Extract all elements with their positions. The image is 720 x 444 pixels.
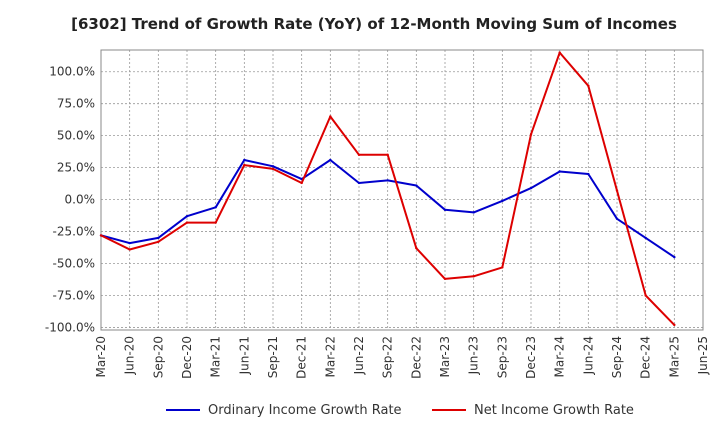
x-tick-label: Dec-21 xyxy=(295,336,309,379)
x-tick-label: Mar-23 xyxy=(438,336,452,377)
data-point xyxy=(615,189,619,192)
data-point xyxy=(329,115,332,118)
data-point xyxy=(529,186,533,190)
data-point xyxy=(644,236,647,240)
data-point xyxy=(501,199,504,203)
data-point xyxy=(587,172,590,176)
x-tick-label: Jun-25 xyxy=(696,336,710,375)
data-point xyxy=(472,275,475,278)
data-point xyxy=(472,211,475,214)
data-point xyxy=(386,179,389,182)
x-tick-label: Sep-21 xyxy=(266,336,280,378)
chart-title: [6302] Trend of Growth Rate (YoY) of 12-… xyxy=(71,15,677,33)
data-point xyxy=(329,158,332,162)
data-point xyxy=(214,206,217,209)
legend: Ordinary Income Growth Rate Net Income Gr… xyxy=(166,403,634,418)
x-tick-label: Mar-21 xyxy=(209,336,223,377)
x-tick-label: Sep-22 xyxy=(381,336,395,378)
data-point xyxy=(357,181,361,185)
data-point xyxy=(185,215,189,218)
data-point xyxy=(415,246,418,250)
data-point xyxy=(443,208,447,212)
data-point xyxy=(157,240,160,243)
data-point xyxy=(243,163,246,167)
x-tick-label: Sep-23 xyxy=(495,336,509,378)
data-point xyxy=(558,170,561,173)
x-tick-label: Mar-22 xyxy=(323,336,337,377)
y-tick-label: 100.0% xyxy=(49,65,95,79)
plot-area: 100.0% 75.0% 50.0% 25.0% 0.0% -25.0% -50.0% -75… xyxy=(45,49,710,379)
x-tick-label: Jun-21 xyxy=(237,336,251,375)
data-point xyxy=(99,234,103,237)
x-tick-label: Mar-25 xyxy=(667,336,681,377)
x-tick-label: Dec-23 xyxy=(524,336,538,379)
data-point xyxy=(501,266,504,269)
data-point xyxy=(529,133,533,136)
y-tick-label: -75.0% xyxy=(53,288,95,302)
data-point xyxy=(415,184,418,187)
data-point xyxy=(357,153,361,157)
data-point xyxy=(300,181,303,185)
y-tick-label: -50.0% xyxy=(53,257,95,271)
data-point xyxy=(386,153,389,157)
data-point xyxy=(587,84,590,87)
y-tick-label: 75.0% xyxy=(57,97,95,111)
data-point xyxy=(644,294,647,297)
y-tick-label: 0.0% xyxy=(65,193,96,207)
plot-background xyxy=(101,50,703,330)
data-point xyxy=(157,236,160,240)
data-point xyxy=(128,241,131,245)
x-tick-label: Dec-20 xyxy=(180,336,194,379)
data-point xyxy=(673,323,676,327)
data-point xyxy=(128,248,131,251)
x-tick-label: Jun-24 xyxy=(581,336,595,375)
x-tick-label: Mar-24 xyxy=(553,336,567,377)
y-tick-label: -100.0% xyxy=(45,320,95,334)
legend-label: Net Income Growth Rate xyxy=(474,403,634,418)
x-tick-label: Jun-23 xyxy=(467,336,481,375)
data-point xyxy=(558,51,561,54)
x-tick-label: Sep-20 xyxy=(151,336,165,378)
x-tick-label: Mar-20 xyxy=(94,336,108,377)
data-point xyxy=(185,221,189,224)
x-tick-label: Dec-24 xyxy=(639,336,653,379)
x-tick-label: Sep-24 xyxy=(610,336,624,378)
data-point xyxy=(271,165,275,168)
y-tick-label: 25.0% xyxy=(57,161,95,175)
x-tick-label: Jun-22 xyxy=(352,336,366,375)
data-point xyxy=(271,167,275,171)
plot-frame xyxy=(100,49,704,331)
data-point xyxy=(673,255,676,259)
data-point xyxy=(615,217,619,220)
x-tick-label: Dec-22 xyxy=(409,336,423,379)
data-point xyxy=(243,158,246,162)
y-tick-label: 50.0% xyxy=(57,129,95,143)
x-tick-label: Jun-20 xyxy=(123,336,137,375)
data-point xyxy=(443,277,447,281)
data-point xyxy=(214,221,217,224)
legend-label: Ordinary Income Growth Rate xyxy=(208,403,402,418)
y-tick-label: -25.0% xyxy=(53,225,95,239)
